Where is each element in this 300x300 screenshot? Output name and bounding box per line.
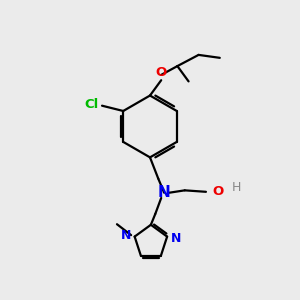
Text: O: O (212, 185, 224, 198)
Text: Cl: Cl (84, 98, 98, 111)
Text: N: N (171, 232, 181, 244)
Text: H: H (232, 181, 241, 194)
Text: N: N (121, 229, 131, 242)
Text: N: N (158, 185, 170, 200)
Text: O: O (155, 66, 166, 79)
